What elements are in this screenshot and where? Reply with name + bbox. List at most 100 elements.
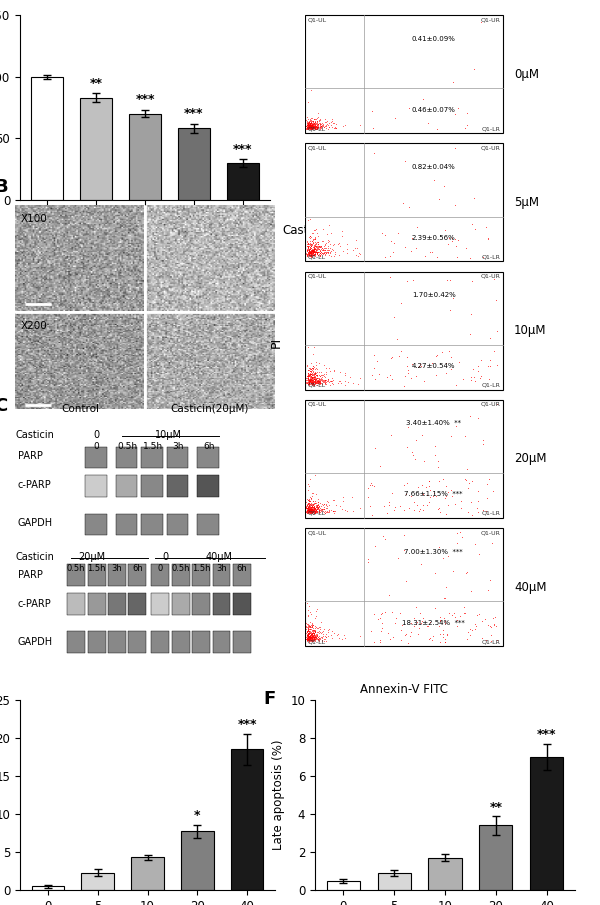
Point <box>306 501 316 516</box>
Point <box>307 373 317 387</box>
Point <box>308 624 318 638</box>
Point <box>467 495 476 510</box>
Point <box>308 374 318 388</box>
Point <box>310 629 320 643</box>
Text: 0.46±0.07%: 0.46±0.07% <box>412 107 455 112</box>
Point <box>308 493 318 508</box>
Text: 1.5h: 1.5h <box>192 564 211 573</box>
Point <box>413 359 423 374</box>
Point <box>302 236 311 251</box>
Point <box>305 241 314 255</box>
Point <box>470 222 480 236</box>
Point <box>302 375 311 389</box>
Point <box>305 624 315 638</box>
Point <box>316 504 326 519</box>
Point <box>306 248 316 262</box>
Point <box>302 628 311 643</box>
Point <box>310 624 320 639</box>
Point <box>308 248 318 262</box>
Bar <box>141 514 163 536</box>
Point <box>304 118 314 132</box>
Point <box>310 232 320 246</box>
Point <box>467 508 476 522</box>
Point <box>305 633 314 647</box>
Point <box>308 232 317 246</box>
Point <box>306 500 316 514</box>
Point <box>331 117 341 131</box>
Point <box>305 119 314 133</box>
Point <box>306 631 316 645</box>
Point <box>303 619 313 634</box>
Point <box>308 501 318 516</box>
Point <box>305 211 315 225</box>
Point <box>323 372 333 386</box>
Point <box>433 454 443 469</box>
Point <box>304 630 314 644</box>
Point <box>303 626 313 641</box>
Point <box>306 634 316 648</box>
Point <box>309 115 319 129</box>
Point <box>303 623 313 637</box>
Point <box>312 119 322 134</box>
Point <box>317 372 326 386</box>
Point <box>325 234 334 249</box>
Point <box>306 505 316 519</box>
Point <box>313 373 322 387</box>
Point <box>307 243 317 258</box>
Point <box>310 234 319 249</box>
Point <box>316 369 325 384</box>
Point <box>305 629 314 643</box>
Point <box>305 367 314 381</box>
Point <box>330 503 340 518</box>
Point <box>309 244 319 259</box>
Point <box>308 493 318 508</box>
Point <box>475 371 485 386</box>
Point <box>321 498 331 512</box>
Text: **: ** <box>490 801 502 814</box>
Point <box>311 119 320 134</box>
Point <box>302 624 312 638</box>
Point <box>307 501 316 516</box>
Point <box>302 631 312 645</box>
Point <box>316 119 325 134</box>
Point <box>304 120 313 135</box>
Point <box>306 119 316 133</box>
Point <box>305 121 315 136</box>
Point <box>305 246 314 261</box>
Point <box>442 628 452 643</box>
Point <box>401 627 411 642</box>
Point <box>311 503 321 518</box>
Point <box>337 376 346 390</box>
Point <box>304 376 313 391</box>
Point <box>304 492 313 507</box>
Text: 20μM: 20μM <box>78 552 105 562</box>
Point <box>317 625 326 640</box>
Point <box>302 247 312 262</box>
Point <box>311 499 321 513</box>
Point <box>323 504 332 519</box>
Point <box>304 599 314 614</box>
Point <box>307 367 317 382</box>
Point <box>305 373 314 387</box>
Point <box>307 629 316 643</box>
Point <box>306 120 316 135</box>
Point <box>305 117 314 131</box>
Point <box>307 117 316 131</box>
Point <box>308 119 318 134</box>
Point <box>303 617 313 632</box>
Point <box>306 502 316 517</box>
Point <box>304 625 313 640</box>
Point <box>409 272 418 287</box>
Point <box>316 376 326 391</box>
Point <box>315 496 325 510</box>
Point <box>319 634 329 648</box>
Point <box>303 618 313 633</box>
Point <box>313 376 323 390</box>
Point <box>470 622 479 636</box>
Point <box>313 501 323 516</box>
Point <box>311 121 320 136</box>
Point <box>307 373 317 387</box>
Point <box>311 376 320 391</box>
Point <box>307 374 317 388</box>
Point <box>377 621 387 635</box>
